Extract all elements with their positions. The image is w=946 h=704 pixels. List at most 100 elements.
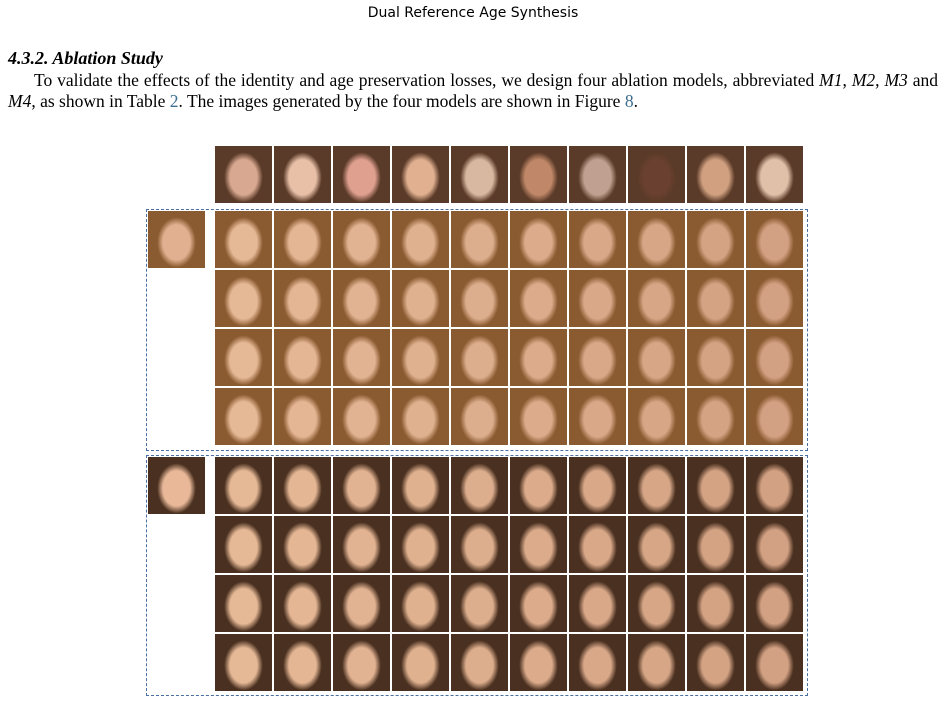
face-image	[451, 457, 508, 514]
face-image	[628, 575, 685, 632]
face-image	[569, 329, 626, 386]
model-name: M3	[884, 70, 908, 90]
text: To validate the effects of the identity …	[34, 70, 820, 90]
face-image	[569, 516, 626, 573]
face-image	[451, 516, 508, 573]
face-image	[392, 457, 449, 514]
face-image	[628, 270, 685, 327]
face-image	[451, 575, 508, 632]
face-image	[392, 388, 449, 445]
text: ,	[875, 70, 885, 90]
face-image	[746, 634, 803, 691]
face-image	[274, 575, 331, 632]
face-image	[215, 329, 272, 386]
face-image	[392, 146, 449, 203]
face-image	[451, 388, 508, 445]
section-heading: 4.3.2. Ablation Study	[8, 48, 163, 68]
face-image	[687, 211, 744, 268]
face-image	[746, 457, 803, 514]
model-name: M1	[819, 70, 843, 90]
face-image	[215, 457, 272, 514]
face-image	[569, 575, 626, 632]
face-image	[333, 329, 390, 386]
face-image	[628, 457, 685, 514]
text: and	[907, 70, 939, 90]
figure-link[interactable]: 8	[624, 91, 634, 111]
running-header: Dual Reference Age Synthesis	[367, 5, 579, 21]
face-image	[569, 457, 626, 514]
face-image	[274, 270, 331, 327]
text: . The images generated by the four model…	[178, 91, 625, 111]
face-image	[746, 575, 803, 632]
face-image	[333, 516, 390, 573]
face-image	[215, 516, 272, 573]
face-image	[274, 388, 331, 445]
face-image	[569, 146, 626, 203]
face-image	[569, 634, 626, 691]
face-image	[628, 388, 685, 445]
face-image	[274, 146, 331, 203]
face-image	[687, 270, 744, 327]
face-image	[569, 270, 626, 327]
face-image	[510, 516, 567, 573]
face-image	[628, 516, 685, 573]
group-box	[146, 455, 808, 696]
face-image	[274, 457, 331, 514]
face-image	[215, 270, 272, 327]
face-image	[687, 516, 744, 573]
face-image	[628, 211, 685, 268]
face-image	[510, 634, 567, 691]
model-name: M2	[851, 70, 876, 90]
text: ,	[842, 70, 852, 90]
face-image	[569, 388, 626, 445]
face-image	[746, 388, 803, 445]
face-image	[687, 146, 744, 203]
face-image	[333, 146, 390, 203]
face-image	[274, 329, 331, 386]
face-image	[333, 211, 390, 268]
face-image	[628, 146, 685, 203]
face-image	[687, 388, 744, 445]
face-image	[392, 575, 449, 632]
face-image	[569, 211, 626, 268]
face-image	[510, 457, 567, 514]
face-image	[451, 270, 508, 327]
group-box	[146, 209, 808, 451]
face-image	[274, 634, 331, 691]
face-image	[333, 634, 390, 691]
face-image	[510, 329, 567, 386]
face-image	[274, 211, 331, 268]
face-image	[510, 270, 567, 327]
face-image	[746, 146, 803, 203]
face-image	[746, 270, 803, 327]
face-image	[687, 457, 744, 514]
face-image	[451, 146, 508, 203]
face-image	[451, 211, 508, 268]
face-image	[274, 516, 331, 573]
face-image	[215, 211, 272, 268]
face-image	[451, 634, 508, 691]
face-image	[392, 634, 449, 691]
table-link[interactable]: 2	[169, 91, 179, 111]
face-image	[510, 388, 567, 445]
face-image	[451, 329, 508, 386]
face-image	[392, 329, 449, 386]
face-image	[687, 575, 744, 632]
face-image	[215, 575, 272, 632]
face-image	[392, 516, 449, 573]
text: , as shown in Table	[31, 91, 170, 111]
face-image	[510, 146, 567, 203]
face-image	[746, 329, 803, 386]
model-name: M4	[8, 91, 32, 111]
face-image	[333, 388, 390, 445]
face-image	[148, 457, 205, 514]
face-image	[333, 270, 390, 327]
face-image	[333, 457, 390, 514]
text: .	[633, 91, 638, 111]
paragraph: To validate the effects of the identity …	[8, 70, 938, 112]
face-image	[392, 270, 449, 327]
face-image	[215, 146, 272, 203]
face-image	[687, 634, 744, 691]
face-image	[215, 634, 272, 691]
